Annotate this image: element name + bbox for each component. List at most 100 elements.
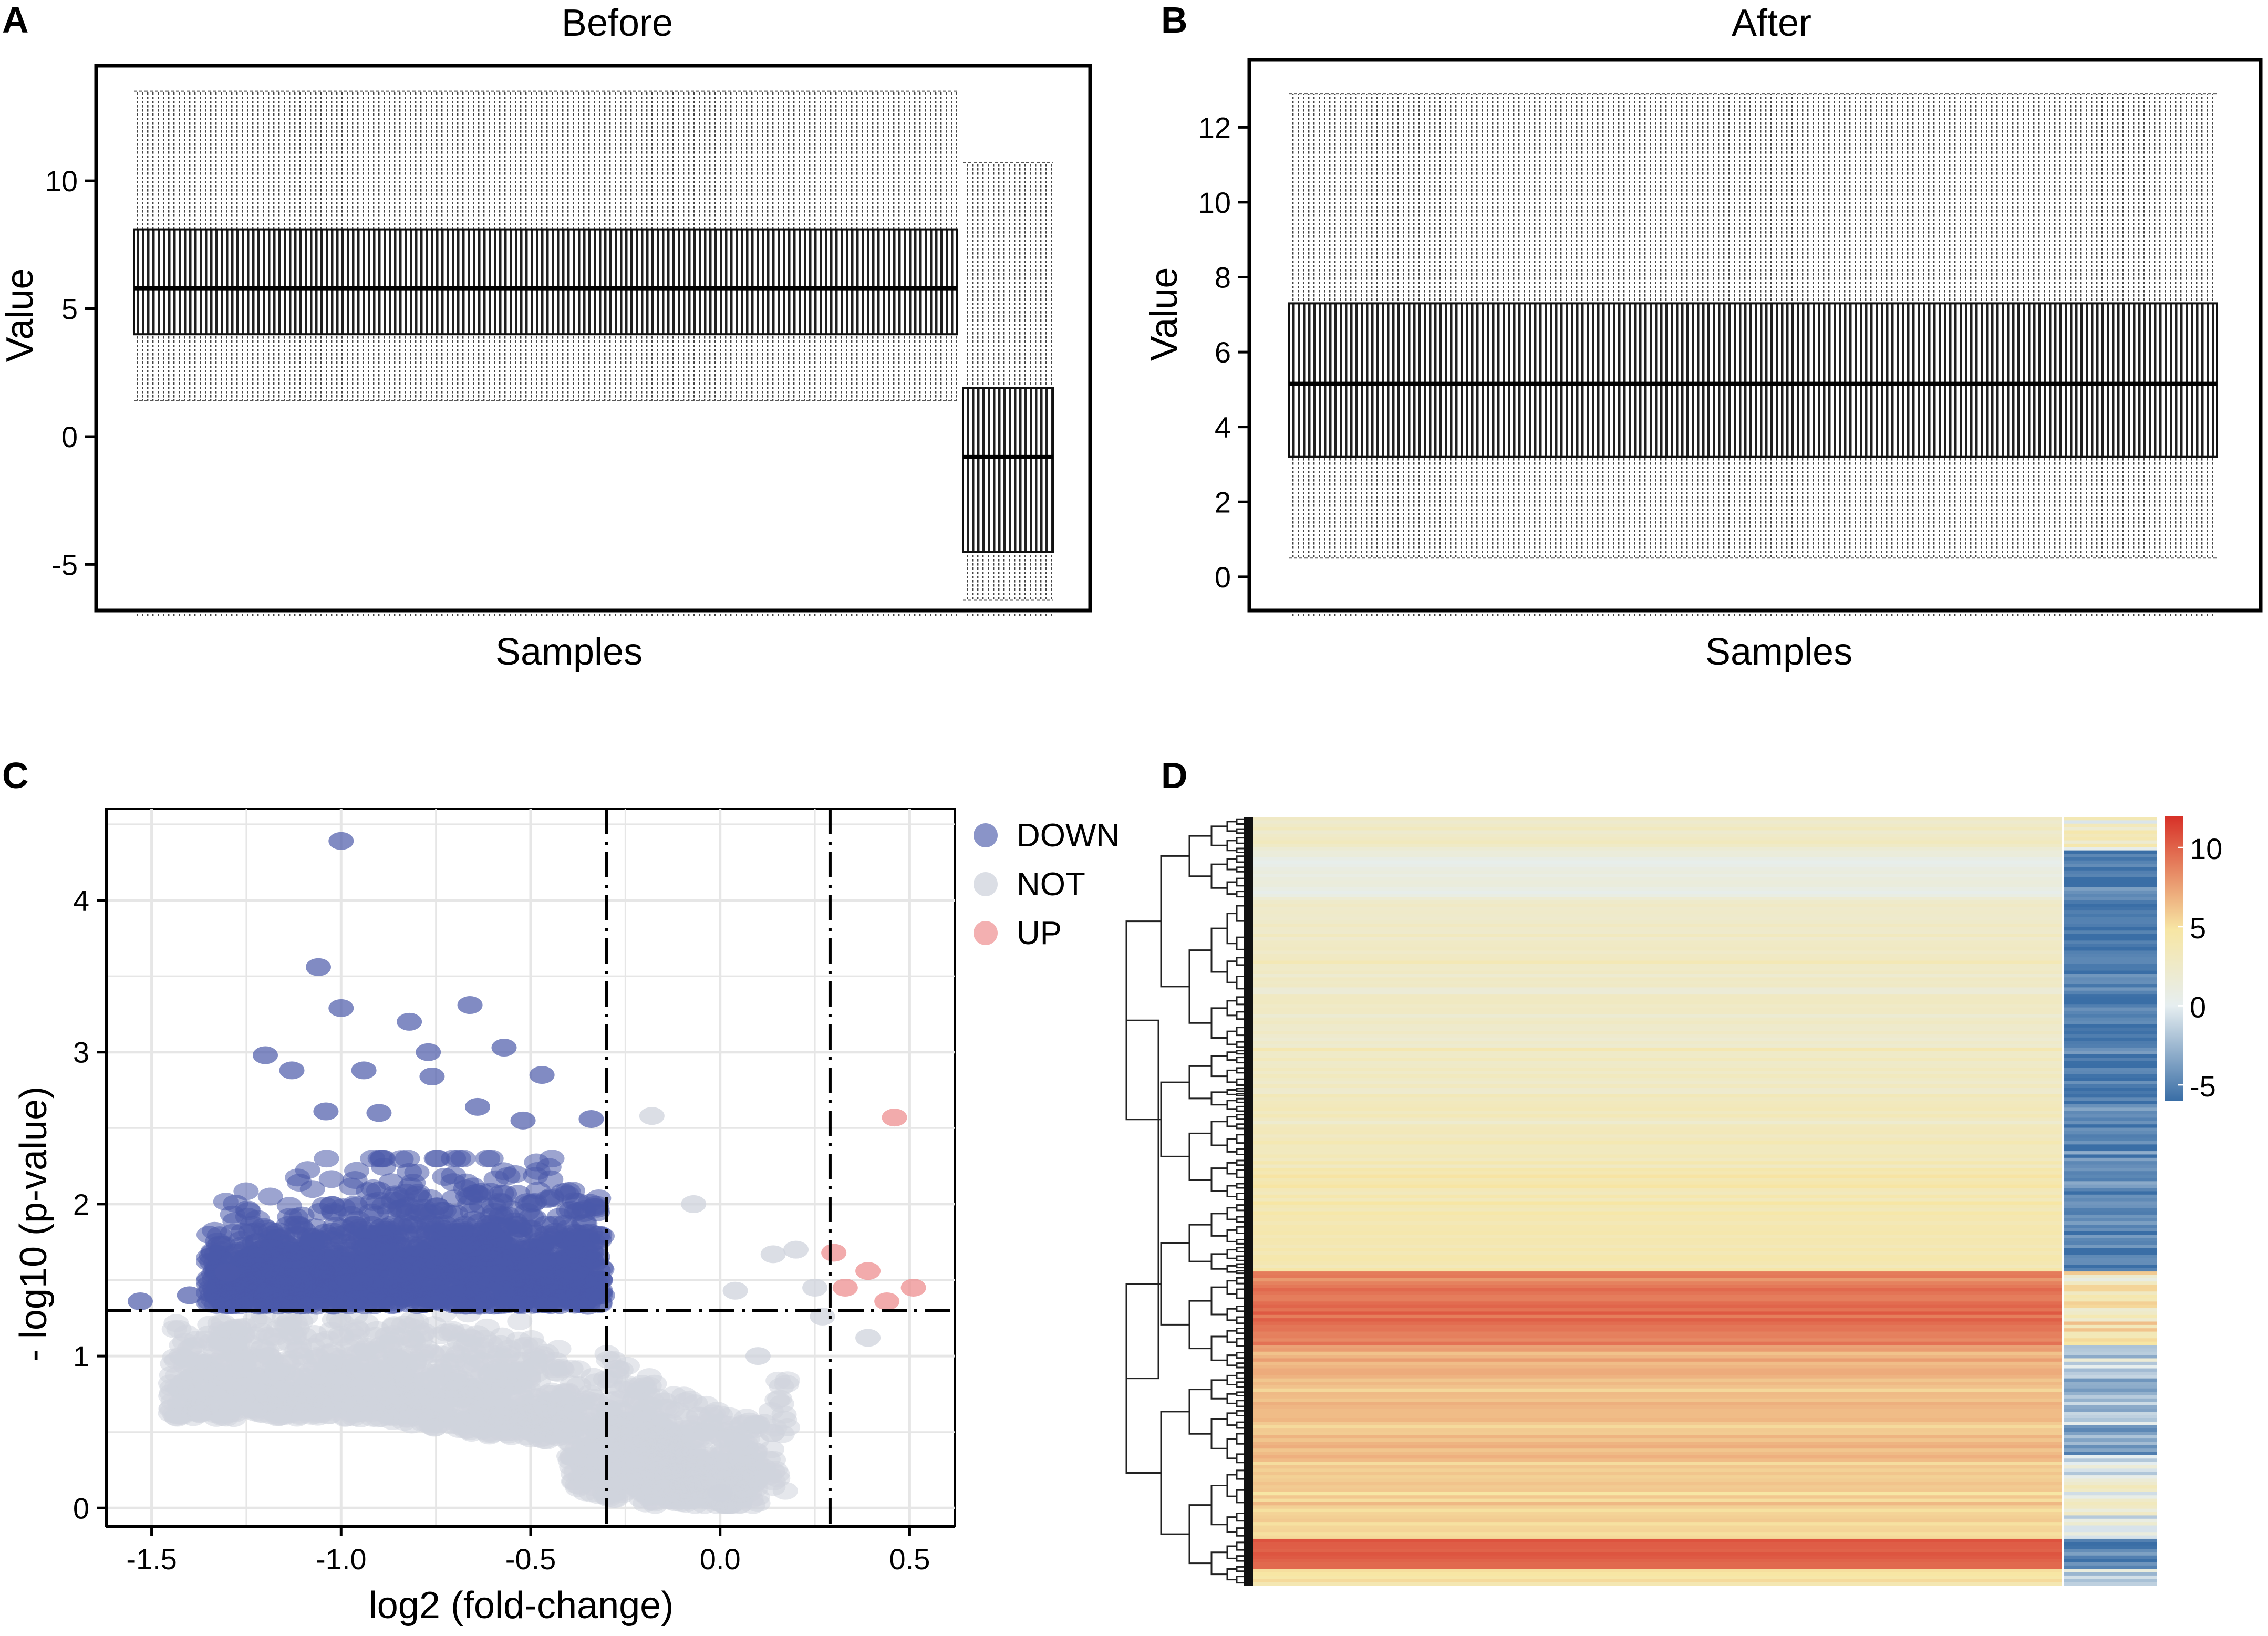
heatmap-side-cell bbox=[2064, 1388, 2157, 1392]
down-point bbox=[419, 1067, 445, 1085]
dendrogram-branch bbox=[1188, 1224, 1211, 1262]
heatmap-row bbox=[1253, 1235, 2062, 1239]
dendrogram-branch bbox=[1236, 1566, 1244, 1572]
dendrogram-branch bbox=[1236, 1352, 1244, 1359]
heatmap-row bbox=[1253, 994, 2062, 998]
heatmap-row bbox=[1253, 967, 2062, 971]
heatmap-side-cell bbox=[2064, 1241, 2157, 1245]
dendrogram-branch bbox=[1210, 1121, 1227, 1146]
dendrogram-branch bbox=[1236, 1469, 1244, 1480]
heatmap-row bbox=[1253, 1475, 2062, 1479]
heatmap-row bbox=[1253, 920, 2062, 925]
heatmap-side-cell bbox=[2064, 1071, 2157, 1075]
not-point bbox=[459, 1386, 484, 1405]
down-point bbox=[366, 1104, 392, 1122]
heatmap-side-cell bbox=[2064, 1281, 2157, 1286]
dendrogram-branch bbox=[1226, 1393, 1237, 1404]
heatmap-row bbox=[1253, 1512, 2062, 1516]
colorbar-tick-label: 10 bbox=[2190, 832, 2222, 865]
dendrogram-branch bbox=[1236, 1527, 1244, 1537]
down-point bbox=[510, 1111, 536, 1130]
down-point bbox=[342, 1195, 368, 1214]
dendrogram-branch bbox=[1236, 1372, 1244, 1379]
not-point bbox=[405, 1392, 431, 1410]
heatmap-side-cell bbox=[2064, 984, 2157, 988]
heatmap-row bbox=[1253, 1338, 2062, 1342]
heatmap-row bbox=[1253, 1147, 2062, 1152]
dendrogram-branch bbox=[1236, 1041, 1244, 1048]
up-point bbox=[855, 1262, 881, 1280]
down-point bbox=[343, 1292, 369, 1310]
dendrogram-branch bbox=[1236, 1159, 1244, 1166]
panel-b-upper-whiskers bbox=[1289, 94, 2217, 304]
heatmap-side-cell bbox=[2064, 1181, 2157, 1185]
heatmap-row bbox=[1253, 1188, 2062, 1192]
heatmap-row bbox=[1253, 1285, 2062, 1289]
down-point bbox=[467, 1297, 492, 1315]
heatmap-side-cell bbox=[2064, 880, 2157, 884]
dendrogram-branch bbox=[1160, 855, 1189, 988]
heatmap-row bbox=[1253, 984, 2062, 988]
down-point bbox=[299, 1229, 325, 1248]
heatmap-side-cell bbox=[2064, 870, 2157, 874]
heatmap-side-cell bbox=[2064, 1235, 2157, 1239]
heatmap-row bbox=[1253, 1334, 2062, 1339]
heatmap-side-cell bbox=[2064, 890, 2157, 894]
colorbar-gradient bbox=[2165, 816, 2183, 1101]
panel-b-x-label: Samples bbox=[1705, 631, 1852, 673]
heatmap-row bbox=[1253, 823, 2062, 827]
not-point bbox=[767, 1390, 792, 1408]
dendrogram-branch bbox=[1236, 1288, 1244, 1299]
not-point bbox=[488, 1398, 513, 1416]
dendrogram-branch bbox=[1236, 1050, 1244, 1055]
heatmap-row bbox=[1253, 884, 2062, 888]
heatmap-row bbox=[1253, 1154, 2062, 1158]
heatmap-side-cell bbox=[2064, 960, 2157, 965]
heatmap-row bbox=[1253, 940, 2062, 945]
down-point bbox=[478, 1150, 504, 1168]
heatmap-side-cell bbox=[2064, 1318, 2157, 1322]
heatmap-side-cell bbox=[2064, 860, 2157, 864]
heatmap-side-cell bbox=[2064, 1579, 2157, 1583]
heatmap-row bbox=[1253, 1304, 2062, 1309]
heatmap-side-cell bbox=[2064, 1191, 2157, 1195]
heatmap-row bbox=[1253, 1448, 2062, 1453]
not-point bbox=[671, 1386, 697, 1405]
down-point bbox=[221, 1277, 246, 1296]
heatmap-side-cell bbox=[2064, 997, 2157, 1001]
dendrogram-branch bbox=[1236, 1114, 1244, 1120]
heatmap-side-cell bbox=[2064, 964, 2157, 968]
heatmap-side-cell bbox=[2064, 1054, 2157, 1058]
heatmap-row bbox=[1253, 1171, 2062, 1175]
heatmap-row bbox=[1253, 833, 2062, 837]
heatmap-side-cell bbox=[2064, 1415, 2157, 1419]
heatmap-side-cell bbox=[2064, 1084, 2157, 1088]
down-point bbox=[438, 1228, 463, 1246]
heatmap-row bbox=[1253, 1341, 2062, 1345]
panel-b-plot-border bbox=[1247, 58, 2263, 613]
heatmap-side-cell bbox=[2064, 1334, 2157, 1339]
heatmap-side-cell bbox=[2064, 1271, 2157, 1276]
down-point bbox=[453, 1173, 479, 1192]
heatmap-side-cell bbox=[2064, 1462, 2157, 1466]
panel-c-threshold-lines bbox=[106, 809, 955, 1526]
down-point bbox=[236, 1264, 262, 1282]
heatmap-row bbox=[1253, 910, 2062, 915]
heatmap-side-cell bbox=[2064, 1097, 2157, 1102]
not-point bbox=[605, 1423, 631, 1442]
dendrogram-branch bbox=[1236, 855, 1244, 863]
heatmap-row bbox=[1253, 1041, 2062, 1045]
heatmap-row bbox=[1253, 837, 2062, 841]
dendrogram-branch bbox=[1188, 835, 1211, 877]
heatmap-row bbox=[1253, 1181, 2062, 1185]
heatmap-row bbox=[1253, 1438, 2062, 1443]
heatmap-row bbox=[1253, 1004, 2062, 1008]
panel-a-lower-whiskers bbox=[134, 334, 957, 401]
heatmap-side-cell bbox=[2064, 1154, 2157, 1158]
panel-d-dendrogram bbox=[1125, 817, 1253, 1586]
heatmap-row bbox=[1253, 1134, 2062, 1138]
heatmap-side-cell bbox=[2064, 884, 2157, 888]
heatmap-row bbox=[1253, 850, 2062, 854]
heatmap-side-cell bbox=[2064, 1522, 2157, 1526]
